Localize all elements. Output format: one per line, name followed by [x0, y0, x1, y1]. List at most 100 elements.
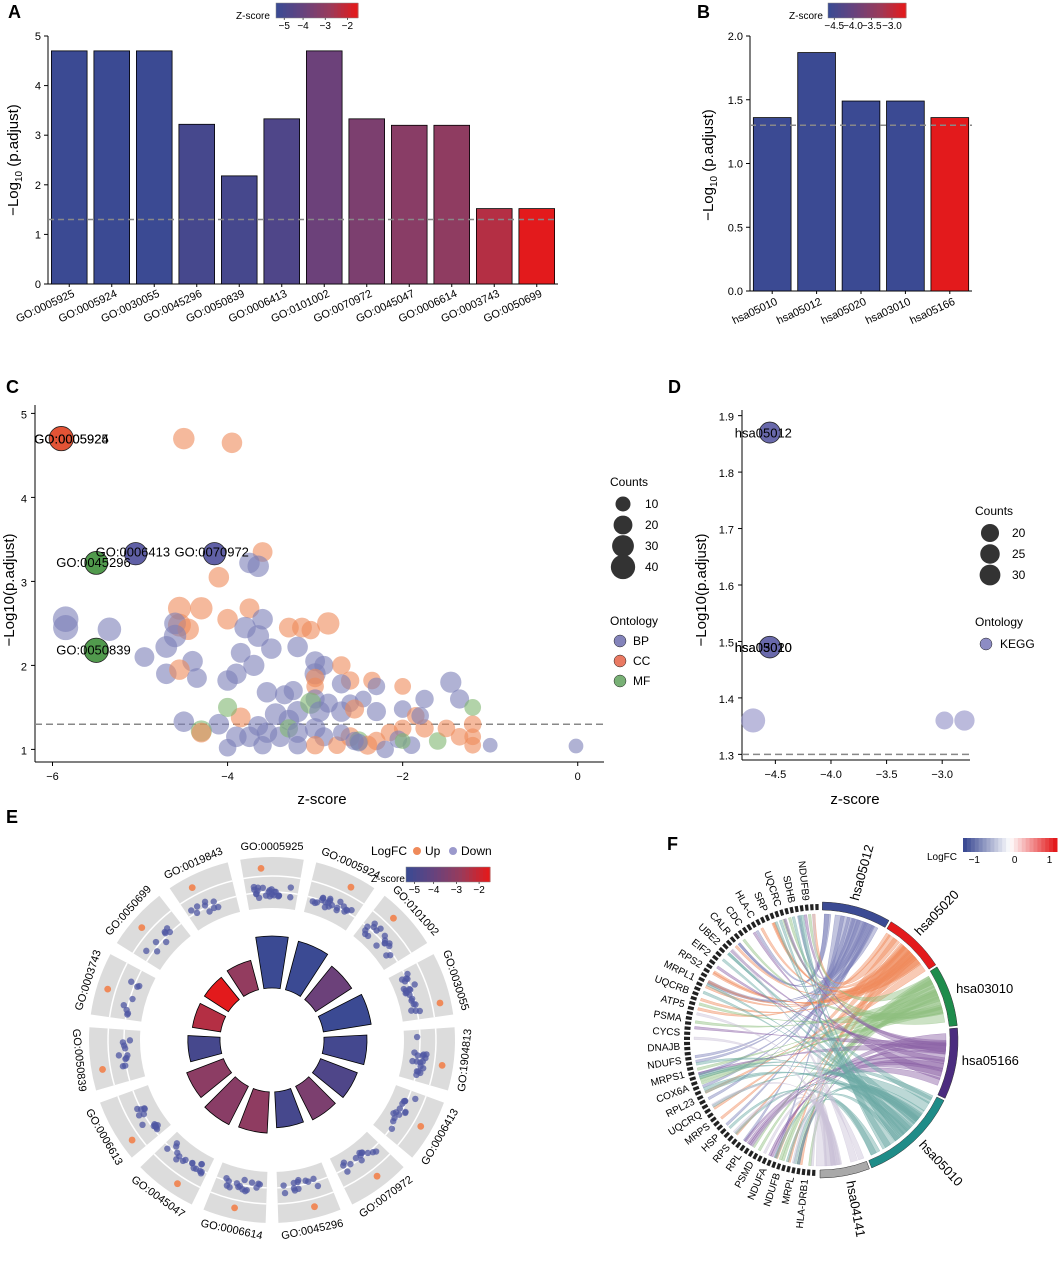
- panel-a-ytick-label: 4: [35, 81, 41, 93]
- panel-f-colorbar-cell: [1045, 838, 1050, 852]
- panel-e-guide-ring: [153, 1153, 201, 1189]
- panel-b-colorbar-cell: [899, 3, 904, 18]
- panel-f: F LogFC −1 0 1 hsa05012 hsa05020 hsa03010 hsa…: [647, 834, 1058, 1238]
- panel-e-down-dot: [210, 898, 217, 905]
- panel-c-point: [169, 659, 190, 680]
- panel-b-colorbar-title: Z-score: [789, 11, 823, 22]
- panel-a-colorbar-tick-label: −3: [319, 21, 331, 32]
- panel-d-point: [935, 711, 954, 730]
- panel-f-gene-block: [811, 1169, 816, 1176]
- panel-e-up-dot: [174, 1180, 181, 1188]
- panel-e-outer-segment: [90, 954, 156, 1022]
- panel-c-legend-ontology-marker: [613, 634, 627, 648]
- panel-e-down-dot: [124, 1010, 132, 1017]
- panel-e-down-dot: [129, 995, 136, 1003]
- panel-f-gene-block: [743, 1147, 750, 1155]
- panel-a-colorbar-cell: [351, 3, 356, 18]
- panel-e-colorbar-tick-label: −5: [409, 885, 421, 896]
- panel-f-gene-block: [723, 1131, 731, 1139]
- panel-c-legend-counts-title: Counts: [610, 475, 648, 489]
- panel-d-legend-count-label: 30: [1012, 568, 1026, 582]
- panel-b-bar: [886, 100, 925, 292]
- panel-e-down-dot: [143, 947, 150, 955]
- panel-f-ribbon: [748, 1062, 944, 1146]
- panel-c-point: [256, 682, 278, 703]
- panel-c-point-label: GO:0005924: [34, 432, 108, 447]
- panel-a-bar: [93, 50, 131, 285]
- panel-e-outer-segment: [100, 1085, 171, 1158]
- panel-c-point: [437, 719, 456, 738]
- panel-b-colorbar: Z-score −4.5−4.0−3.5 −3.0: [789, 2, 907, 32]
- panel-c-point: [288, 736, 307, 755]
- panel-f-colorbar-cell: [1002, 838, 1007, 852]
- panel-c-point: [287, 636, 308, 658]
- panel-e-colorbar-cell: [483, 867, 487, 882]
- panel-c-point-label: GO:0005925: [34, 432, 108, 447]
- panel-c-point: [450, 728, 469, 746]
- panel-c-point: [230, 707, 251, 728]
- panel-f-pathway-sector: [822, 901, 890, 928]
- panel-e-legend-logfc-title: LogFC: [371, 844, 407, 858]
- panel-b: B Z-score −4.5−4.0−3.5 −3.0 0.0 0.5 1.0 1.5 2…: [697, 2, 972, 327]
- panel-b-xtick-label: hsa05010: [731, 296, 780, 327]
- panel-e-colorbar-cell: [476, 867, 480, 882]
- panel-a-colorbar-cell: [327, 3, 332, 18]
- panel-e-legend-down-marker: [449, 847, 457, 855]
- panel-b-bar: [752, 117, 792, 292]
- panel-a-bar: [390, 124, 428, 285]
- panel-e-down-dot: [362, 930, 369, 938]
- panel-f-colorbar-cell: [1041, 838, 1046, 852]
- panel-f-pathway-sector: [868, 1096, 945, 1169]
- panel-f-gene-block: [737, 929, 744, 937]
- panel-b-colorbar-cell: [831, 3, 835, 18]
- panel-f-ribbon: [742, 915, 851, 1142]
- panel-f-ribbon: [803, 914, 947, 1053]
- panel-d-ytick-label: 1.5: [719, 637, 734, 649]
- panel-c-point: [173, 427, 195, 450]
- panel-f-gene-block: [684, 1036, 691, 1040]
- panel-a-colorbar-tick-label: −4: [297, 21, 309, 32]
- panel-f-gene-label: MRPL: [780, 1176, 797, 1206]
- panel-e-guide-ring: [416, 962, 436, 1018]
- panel-e-down-dot: [373, 942, 380, 949]
- panel-b-ytick-label: 2.0: [728, 31, 743, 43]
- panel-e-colorbar-cell: [444, 867, 449, 882]
- panel-e-down-dot: [337, 898, 344, 906]
- panel-f-colorbar-cell: [990, 838, 995, 852]
- panel-e-down-dot: [388, 1125, 396, 1132]
- panel-e-down-dot: [314, 1182, 322, 1190]
- panel-c-ytick-label: 3: [21, 577, 27, 589]
- panel-d-ytick-label: 1.4: [719, 694, 734, 706]
- panel-f-ribbon: [752, 976, 934, 1149]
- panel-f-gene-block: [784, 907, 789, 915]
- panel-b-colorbar-cell: [854, 3, 858, 18]
- panel-f-gene-block: [685, 1061, 693, 1066]
- panel-f-colorbar-cell: [1006, 838, 1011, 852]
- panel-e-down-dot: [153, 948, 161, 955]
- panel-b-colorbar-cell: [828, 3, 832, 18]
- panel-d-point-label: hsa05020: [735, 640, 792, 655]
- panel-c-point-label: GO:0045296: [56, 555, 130, 570]
- panel-f-gene-label: NDUFS: [647, 1056, 683, 1072]
- panel-e-down-dot: [189, 1160, 196, 1167]
- panel-e-down-dot: [251, 886, 258, 893]
- panel-c-xtick-label: −6: [46, 771, 59, 783]
- panel-e-up-dot: [128, 1136, 136, 1144]
- panel-c-legend-ontology-label: BP: [633, 634, 649, 648]
- panel-a-letter: A: [8, 2, 21, 22]
- panel-e-down-dot: [291, 1187, 299, 1194]
- panel-e-down-dot: [122, 1062, 129, 1069]
- panel-f-gene-block: [703, 967, 710, 974]
- panel-e-down-dot: [120, 1042, 128, 1049]
- panel-f-gene-block: [759, 916, 766, 924]
- panel-b-colorbar-cell: [850, 3, 855, 18]
- panel-f-pathway-label: hsa04141: [843, 1179, 868, 1238]
- panel-c-point: [217, 608, 238, 630]
- panel-f-colorbar-cell: [982, 838, 987, 852]
- panel-e-colorbar-tick-label: −3: [451, 885, 463, 896]
- panel-a: A Z-score −5 −4 −3 −2 012345GO:0005925GO:00…: [5, 2, 558, 325]
- panel-f-pathway-label: hsa03010: [956, 981, 1013, 996]
- panel-f-gene-block: [719, 1127, 727, 1135]
- panel-e-colorbar-cell: [458, 867, 463, 882]
- panel-c-point: [191, 722, 212, 743]
